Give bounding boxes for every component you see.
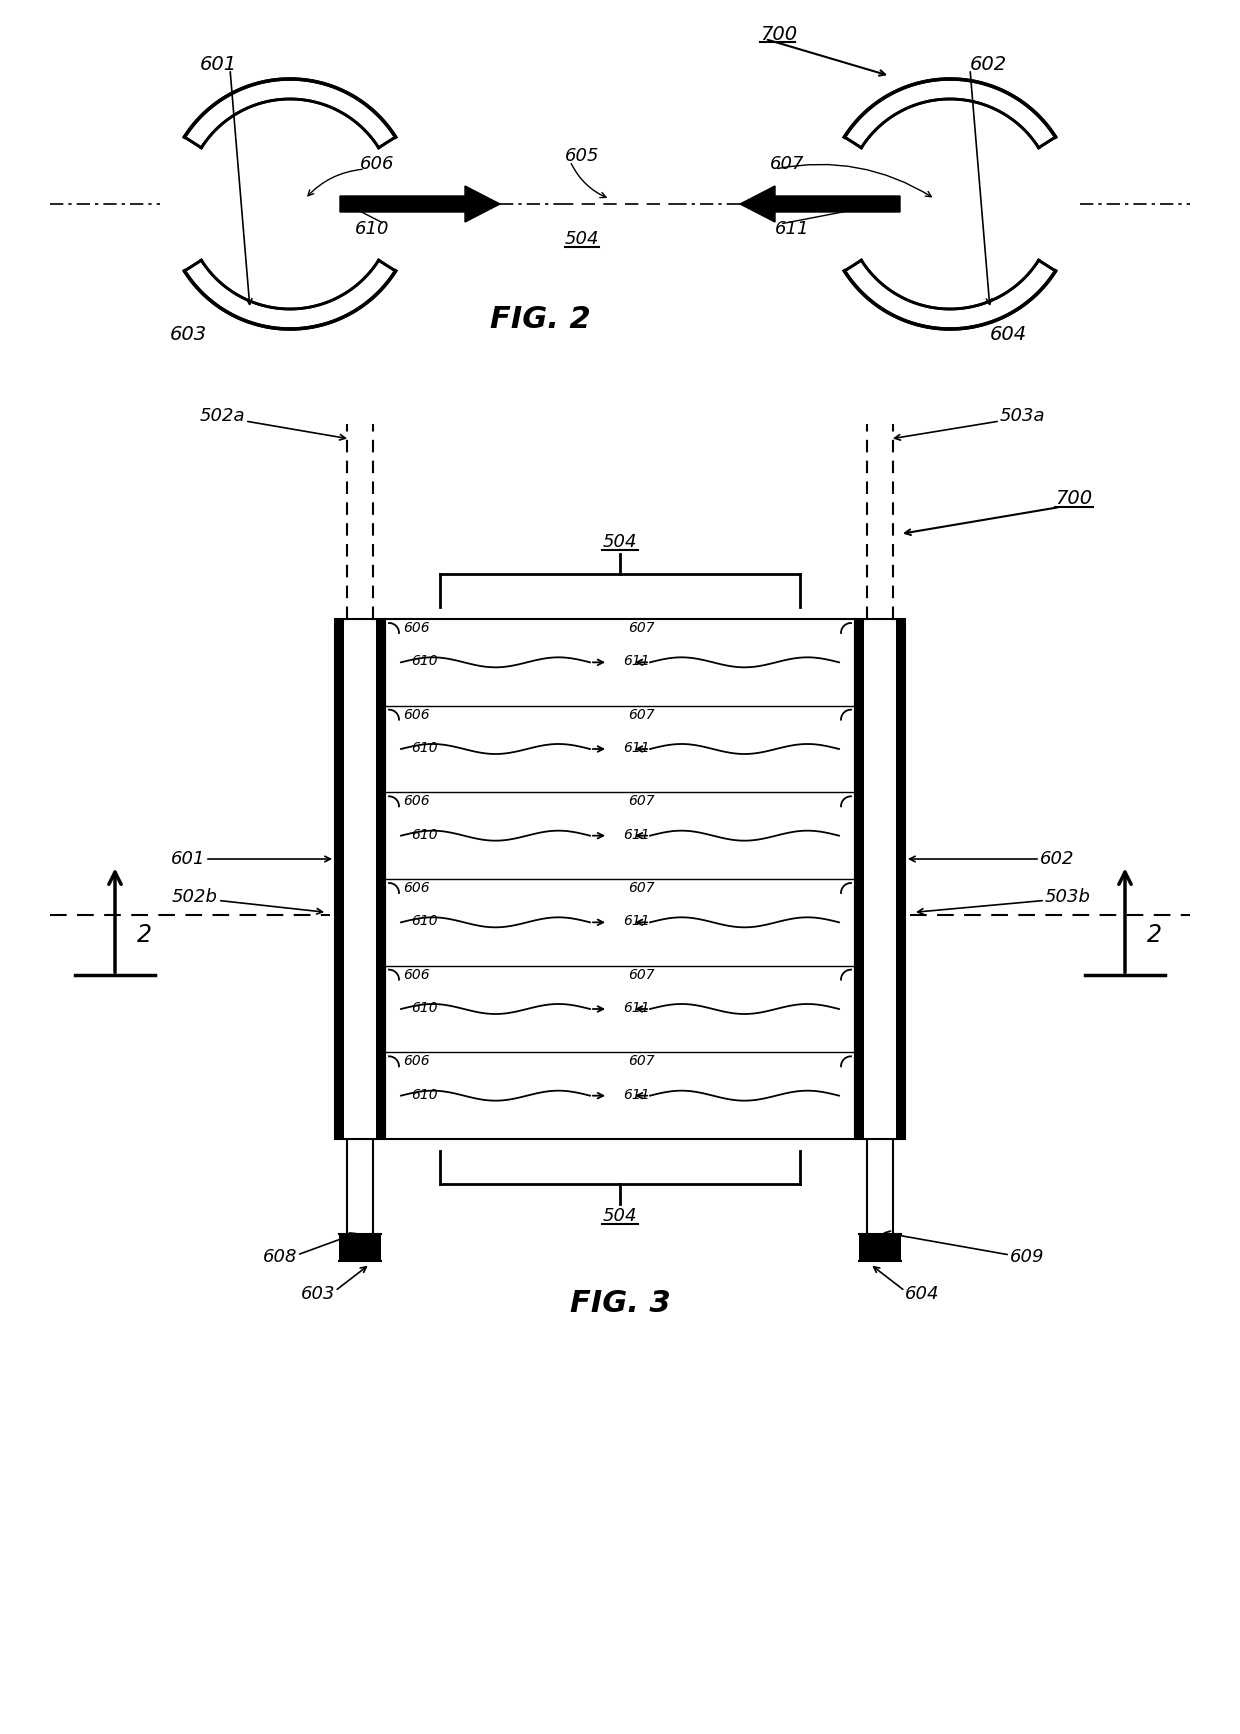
Text: 607: 607: [770, 154, 805, 173]
Text: 611: 611: [622, 1087, 650, 1101]
Text: 700: 700: [1055, 489, 1092, 508]
Text: FIG. 3: FIG. 3: [569, 1290, 671, 1318]
Text: 610: 610: [410, 1087, 438, 1101]
Text: 503b: 503b: [1045, 888, 1091, 907]
Bar: [335, 619, 343, 1139]
Bar: [335, 619, 384, 1139]
Text: 602: 602: [970, 54, 1007, 73]
Text: 601: 601: [171, 850, 205, 869]
Text: 610: 610: [410, 740, 438, 754]
Circle shape: [847, 101, 1053, 307]
Circle shape: [187, 101, 393, 307]
Text: 610: 610: [410, 914, 438, 928]
Text: 503a: 503a: [999, 407, 1045, 425]
Bar: [856, 619, 864, 1139]
Text: 610: 610: [410, 827, 438, 841]
Text: 606: 606: [360, 154, 394, 173]
Text: 606: 606: [403, 968, 429, 981]
Bar: [856, 619, 905, 1139]
Text: 611: 611: [622, 827, 650, 841]
Text: 607: 607: [627, 794, 655, 808]
Text: 606: 606: [403, 621, 429, 635]
Bar: [859, 1235, 901, 1261]
Text: 606: 606: [403, 707, 429, 721]
Text: 611: 611: [622, 914, 650, 928]
Text: 700: 700: [760, 24, 797, 43]
Text: 604: 604: [905, 1285, 940, 1302]
Text: 609: 609: [1011, 1248, 1044, 1266]
Text: 603: 603: [300, 1285, 335, 1302]
Text: 601: 601: [200, 54, 237, 73]
Text: 607: 607: [627, 707, 655, 721]
Text: 607: 607: [627, 881, 655, 895]
Text: 504: 504: [603, 532, 637, 551]
Bar: [856, 619, 905, 1139]
Text: 606: 606: [403, 794, 429, 808]
Text: FIG. 2: FIG. 2: [490, 305, 590, 333]
Text: 604: 604: [990, 324, 1027, 343]
Text: 502b: 502b: [172, 888, 218, 907]
Text: 602: 602: [1040, 850, 1075, 869]
Text: 607: 607: [627, 968, 655, 981]
Text: 607: 607: [627, 621, 655, 635]
Text: 606: 606: [403, 881, 429, 895]
Text: 611: 611: [622, 740, 650, 754]
Text: 504: 504: [603, 1207, 637, 1224]
Text: 610: 610: [355, 220, 389, 238]
FancyArrow shape: [340, 186, 500, 222]
Text: 605: 605: [565, 147, 599, 165]
Text: 606: 606: [403, 1054, 429, 1068]
Text: 607: 607: [627, 1054, 655, 1068]
Bar: [384, 619, 856, 1139]
Bar: [897, 619, 905, 1139]
FancyArrow shape: [740, 186, 900, 222]
Text: 2: 2: [1147, 924, 1162, 947]
Text: 504: 504: [565, 231, 599, 248]
Text: 610: 610: [410, 1001, 438, 1014]
Text: 608: 608: [263, 1248, 298, 1266]
Text: 2: 2: [136, 924, 153, 947]
Text: 502a: 502a: [200, 407, 246, 425]
Text: 603: 603: [170, 324, 207, 343]
Bar: [376, 619, 384, 1139]
Bar: [339, 1235, 381, 1261]
Text: 611: 611: [622, 1001, 650, 1014]
Text: 611: 611: [775, 220, 810, 238]
Text: 611: 611: [622, 654, 650, 668]
Bar: [335, 619, 384, 1139]
Text: 610: 610: [410, 654, 438, 668]
